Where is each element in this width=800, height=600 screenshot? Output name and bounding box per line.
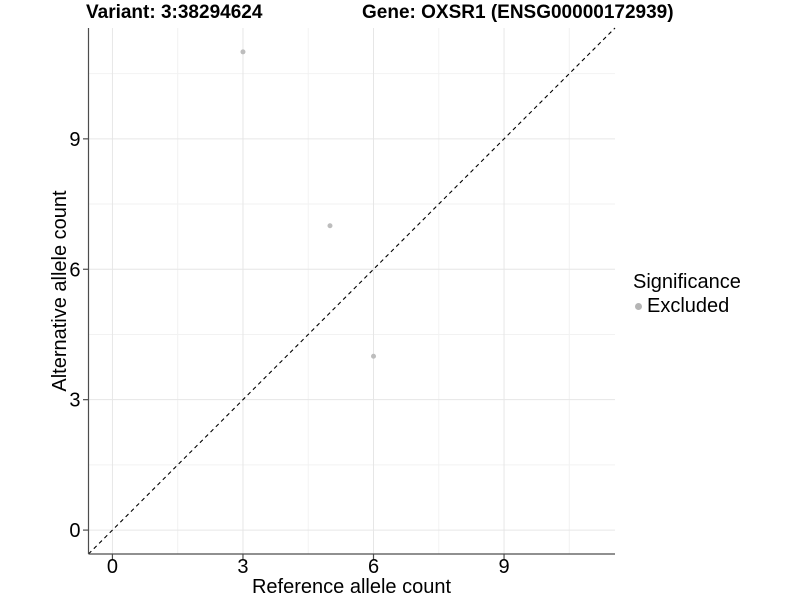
legend-point-icon: [635, 302, 642, 310]
y-axis-title: Alternative allele count: [49, 190, 71, 392]
data-point: [327, 223, 333, 229]
x-axis-title: Reference allele count: [251, 576, 451, 598]
x-tick-label: 3: [237, 556, 248, 578]
x-tick-label: 0: [107, 556, 118, 578]
y-tick-label: 0: [69, 520, 80, 542]
x-tick-label: 6: [368, 556, 379, 578]
plot-title-variant: Variant: 3:38294624: [86, 2, 263, 23]
y-tick-label: 3: [69, 390, 80, 412]
x-tick-label: 9: [498, 556, 509, 578]
y-tick-label: 6: [69, 259, 80, 281]
legend-item-label: Excluded: [647, 295, 730, 317]
y-tick-label: 9: [69, 129, 80, 151]
identity-reference-line: [88, 27, 616, 555]
legend-title: Significance: [633, 271, 741, 293]
data-point: [240, 49, 246, 55]
data-point: [371, 353, 377, 359]
plot-title-gene: Gene: OXSR1 (ENSG00000172939): [362, 2, 674, 23]
legend: Significance Excluded: [630, 270, 741, 317]
legend-item-excluded: Excluded: [630, 295, 741, 317]
